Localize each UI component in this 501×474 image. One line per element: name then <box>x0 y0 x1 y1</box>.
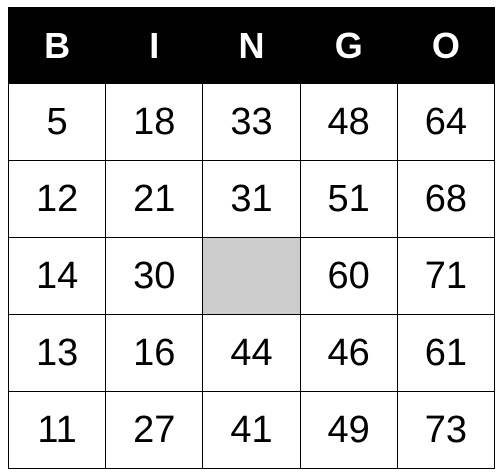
bingo-card: B I N G O 5 18 33 48 64 12 21 31 51 68 1… <box>8 7 495 469</box>
bingo-cell[interactable]: 12 <box>9 161 106 237</box>
header-letter-g: G <box>300 8 397 83</box>
bingo-cell[interactable]: 51 <box>300 161 397 237</box>
bingo-cell[interactable]: 27 <box>106 392 203 468</box>
bingo-cell[interactable]: 61 <box>397 315 494 391</box>
header-letter-o: O <box>397 8 494 83</box>
bingo-cell[interactable]: 16 <box>106 315 203 391</box>
bingo-cell[interactable]: 68 <box>397 161 494 237</box>
bingo-cell[interactable]: 73 <box>397 392 494 468</box>
bingo-cell[interactable]: 64 <box>397 84 494 160</box>
bingo-cell[interactable]: 60 <box>300 238 397 314</box>
bingo-cell[interactable]: 71 <box>397 238 494 314</box>
header-letter-b: B <box>9 8 106 83</box>
bingo-cell[interactable]: 13 <box>9 315 106 391</box>
bingo-cell[interactable]: 44 <box>203 315 300 391</box>
header-letter-n: N <box>203 8 300 83</box>
bingo-cell[interactable]: 21 <box>106 161 203 237</box>
bingo-cell[interactable]: 30 <box>106 238 203 314</box>
bingo-cell[interactable]: 49 <box>300 392 397 468</box>
header-letter-i: I <box>106 8 203 83</box>
bingo-cell[interactable]: 33 <box>203 84 300 160</box>
bingo-cell[interactable]: 46 <box>300 315 397 391</box>
bingo-cell[interactable]: 18 <box>106 84 203 160</box>
bingo-cell[interactable]: 41 <box>203 392 300 468</box>
bingo-cell[interactable]: 48 <box>300 84 397 160</box>
bingo-cell[interactable]: 11 <box>9 392 106 468</box>
free-space-cell[interactable] <box>203 238 300 314</box>
bingo-cell[interactable]: 31 <box>203 161 300 237</box>
bingo-cell[interactable]: 14 <box>9 238 106 314</box>
bingo-cell[interactable]: 5 <box>9 84 106 160</box>
